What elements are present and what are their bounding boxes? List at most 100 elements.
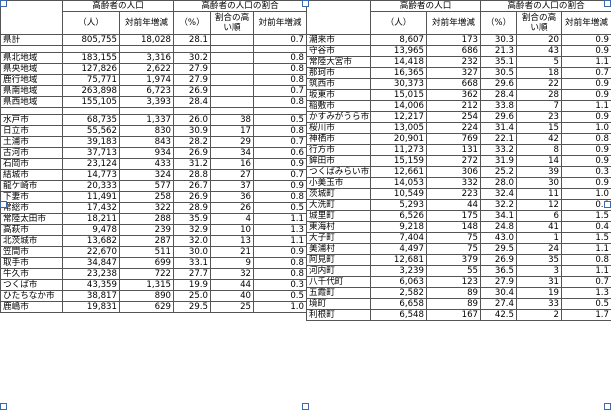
row-name-cell[interactable]: 大洗町	[306, 198, 371, 211]
rank-cell[interactable]: 4	[210, 212, 255, 225]
population-change-cell[interactable]: 327	[425, 66, 482, 79]
rank-cell[interactable]: 2	[516, 308, 563, 321]
ratio-change-cell[interactable]: 1.7	[561, 308, 611, 321]
rank-cell[interactable]: 34	[210, 146, 255, 159]
population-cell[interactable]: 39,183	[62, 135, 120, 148]
ratio-change-cell[interactable]: 1.1	[561, 55, 611, 68]
population-change-cell[interactable]: 272	[425, 154, 482, 167]
population-cell[interactable]: 20,901	[370, 132, 427, 145]
ratio-change-cell[interactable]: 1.1	[253, 212, 308, 225]
population-cell[interactable]: 11,491	[62, 190, 120, 203]
row-name-cell[interactable]: 常陸太田市	[0, 212, 63, 225]
ratio-cell[interactable]: 29.6	[480, 110, 518, 123]
ratio-cell[interactable]: 30.4	[480, 286, 518, 299]
ratio-change-cell[interactable]: 0.5	[253, 289, 308, 302]
population-cell[interactable]: 15,015	[370, 88, 427, 101]
population-cell[interactable]: 6,548	[370, 308, 427, 321]
population-cell[interactable]: 263,898	[62, 84, 120, 97]
rank-cell[interactable]: 24	[516, 242, 563, 255]
rank-cell[interactable]: 35	[516, 253, 563, 266]
row-name-cell[interactable]: 古河市	[0, 146, 63, 159]
row-name-cell[interactable]: 筑西市	[306, 77, 371, 90]
population-change-cell[interactable]: 18,028	[118, 33, 175, 46]
population-change-cell[interactable]: 668	[425, 77, 482, 90]
ratio-cell[interactable]: 36.5	[480, 264, 518, 277]
rank-cell[interactable]: 36	[210, 190, 255, 203]
population-change-cell[interactable]: 175	[425, 209, 482, 222]
ratio-cell[interactable]: 25.0	[173, 289, 212, 302]
row-name-cell[interactable]: 牛久市	[0, 267, 63, 280]
population-change-cell[interactable]: 6,723	[118, 84, 175, 97]
rank-cell[interactable]: 40	[210, 289, 255, 302]
population-change-cell[interactable]: 55	[425, 264, 482, 277]
ratio-change-cell[interactable]: 0.6	[253, 146, 308, 159]
rank-cell[interactable]: 39	[516, 165, 563, 178]
row-name-cell[interactable]: 境町	[306, 297, 371, 310]
row-name-cell[interactable]: 結城市	[0, 168, 63, 181]
rank-cell[interactable]: 14	[516, 154, 563, 167]
rank-cell[interactable]: 44	[210, 278, 255, 291]
row-name-cell[interactable]: 県央地域	[0, 62, 63, 75]
population-cell[interactable]: 11,273	[370, 143, 427, 156]
population-change-cell[interactable]: 699	[118, 256, 175, 269]
ratio-change-cell[interactable]: 1.1	[561, 99, 611, 112]
ratio-cell[interactable]: 28.4	[480, 88, 518, 101]
ratio-change-cell[interactable]: 0.9	[561, 77, 611, 90]
population-change-cell[interactable]: 173	[425, 33, 482, 46]
population-cell[interactable]: 34,847	[62, 256, 120, 269]
population-change-cell[interactable]: 322	[118, 201, 175, 214]
row-name-cell[interactable]: 県計	[0, 33, 63, 46]
population-cell[interactable]: 43,359	[62, 278, 120, 291]
ratio-change-cell[interactable]: 0.7	[561, 275, 611, 288]
ratio-cell[interactable]: 19.9	[173, 278, 212, 291]
rank-cell[interactable]: 16	[210, 157, 255, 170]
population-cell[interactable]: 155,105	[62, 95, 120, 108]
ratio-change-cell[interactable]: 1.0	[253, 300, 308, 313]
ratio-cell[interactable]: 42.5	[480, 308, 518, 321]
ratio-change-cell[interactable]: 0.7	[253, 84, 308, 97]
rank-cell[interactable]: 31	[516, 275, 563, 288]
row-name-cell[interactable]: かすみがうら市	[306, 110, 371, 123]
ratio-change-cell[interactable]: 0.8	[253, 51, 308, 64]
rank-cell[interactable]: 15	[516, 121, 563, 134]
population-change-cell[interactable]: 239	[118, 223, 175, 236]
population-change-cell[interactable]: 577	[118, 179, 175, 192]
ratio-change-cell[interactable]: 0.8	[253, 256, 308, 269]
ratio-change-cell[interactable]: 0.9	[561, 44, 611, 57]
population-cell[interactable]: 9,218	[370, 220, 427, 233]
population-change-cell[interactable]: 288	[118, 212, 175, 225]
population-cell[interactable]: 3,239	[370, 264, 427, 277]
ratio-cell[interactable]: 29.5	[173, 300, 212, 313]
rank-cell[interactable]: 10	[210, 223, 255, 236]
row-name-cell[interactable]: 土浦市	[0, 135, 63, 148]
ratio-change-cell[interactable]: 1.1	[561, 242, 611, 255]
rank-cell[interactable]: 38	[210, 113, 255, 126]
population-change-cell[interactable]: 830	[118, 124, 175, 137]
ratio-cell[interactable]: 32.9	[173, 223, 212, 236]
row-name-cell[interactable]: 守谷市	[306, 44, 371, 57]
population-change-cell[interactable]: 258	[118, 190, 175, 203]
population-cell[interactable]: 13,682	[62, 234, 120, 247]
population-cell[interactable]: 805,755	[62, 33, 120, 46]
ratio-cell[interactable]: 27.9	[173, 73, 212, 86]
ratio-cell[interactable]: 33.2	[480, 143, 518, 156]
rank-cell[interactable]: 28	[516, 88, 563, 101]
rank-cell[interactable]	[210, 62, 255, 75]
population-cell[interactable]: 23,238	[62, 267, 120, 280]
ratio-cell[interactable]: 26.7	[173, 179, 212, 192]
ratio-change-cell[interactable]: 0.9	[561, 143, 611, 156]
ratio-change-cell[interactable]: 0.9	[253, 179, 308, 192]
population-cell[interactable]: 8,607	[370, 33, 427, 46]
population-change-cell[interactable]: 511	[118, 245, 175, 258]
population-change-cell[interactable]: 379	[425, 253, 482, 266]
ratio-cell[interactable]: 26.9	[173, 146, 212, 159]
ratio-cell[interactable]: 29.5	[480, 242, 518, 255]
ratio-cell[interactable]: 28.0	[480, 176, 518, 189]
population-change-cell[interactable]: 3,316	[118, 51, 175, 64]
population-cell[interactable]: 14,418	[370, 55, 427, 68]
rank-cell[interactable]: 5	[516, 55, 563, 68]
row-name-cell[interactable]: 大子町	[306, 231, 371, 244]
selection-handle-bottom-right[interactable]	[604, 403, 611, 410]
ratio-cell[interactable]: 24.8	[480, 220, 518, 233]
ratio-cell[interactable]: 30.0	[173, 245, 212, 258]
